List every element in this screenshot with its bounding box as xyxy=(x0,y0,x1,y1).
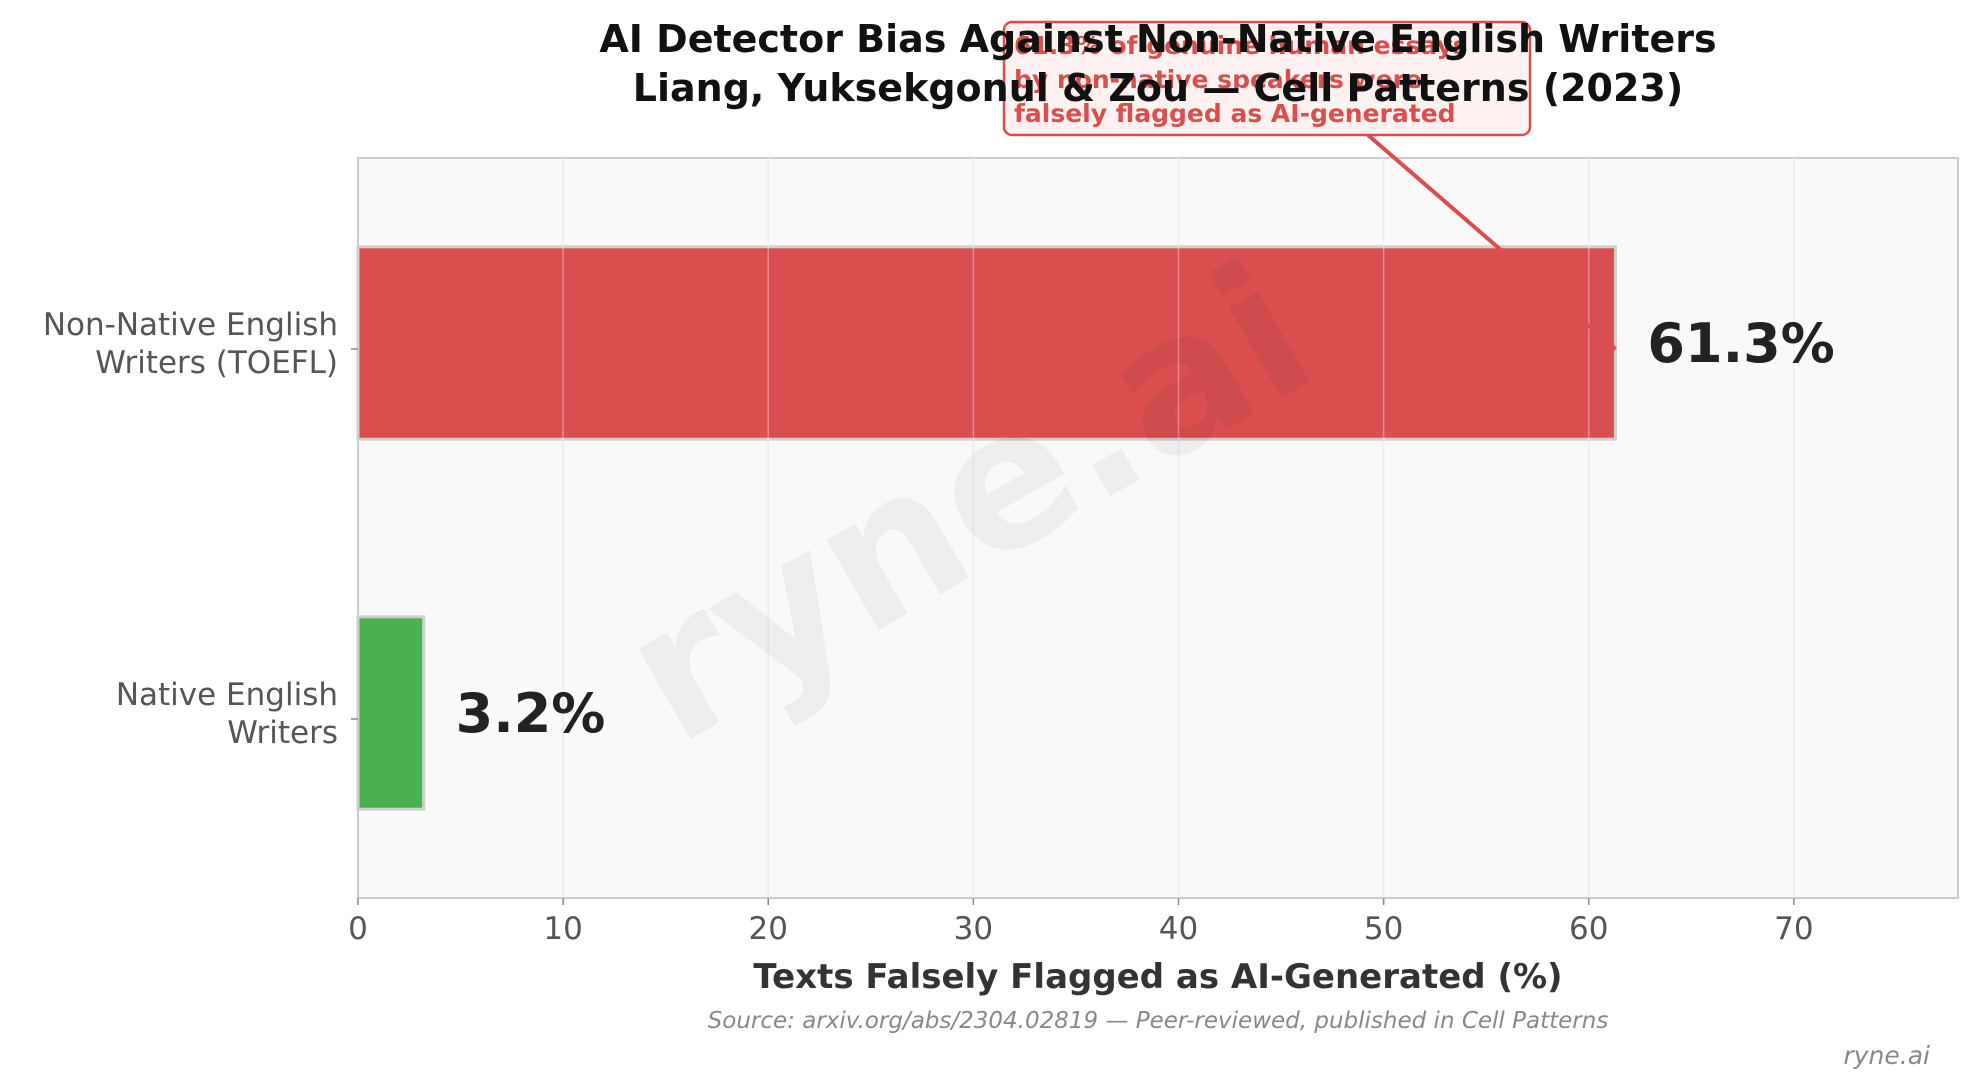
chart-title-line: Liang, Yuksekgonul & Zou — Cell Patterns… xyxy=(633,66,1683,110)
x-tick-label: 30 xyxy=(954,911,993,947)
y-category-label: Writers (TOEFL) xyxy=(95,345,338,381)
x-tick-label: 60 xyxy=(1569,911,1608,947)
annotation: 61.3% of genuine human essays by non-nati… xyxy=(1002,20,1617,351)
y-category-label: Non-Native English xyxy=(43,307,338,343)
value-label: 61.3% xyxy=(1647,312,1834,375)
chart-title: AI Detector Bias Against Non-Native Engl… xyxy=(599,17,1716,110)
annotation-box xyxy=(1002,20,1532,137)
x-axis-label: Texts Falsely Flagged as AI-Generated (%… xyxy=(753,957,1562,997)
x-tick-label: 70 xyxy=(1774,911,1813,947)
annotation-arrow xyxy=(1366,133,1617,351)
x-tick-label: 20 xyxy=(749,911,788,947)
x-tick-label: 10 xyxy=(543,911,582,947)
bar-0 xyxy=(356,245,1617,441)
source-note: Source: arxiv.org/abs/2304.02819 — Peer-… xyxy=(708,1008,1609,1034)
annotation-text-line: by non-native speakers were xyxy=(1014,65,1422,94)
value-label: 3.2% xyxy=(456,682,606,745)
bars xyxy=(356,158,1795,898)
y-category-label: Writers xyxy=(227,715,338,751)
data-labels: 61.3% 3.2% xyxy=(456,312,1835,745)
credit-text: ryne.ai xyxy=(1843,1041,1930,1070)
bar-1 xyxy=(356,615,426,811)
y-category-label: Native English xyxy=(116,677,338,713)
x-tick-label: 40 xyxy=(1159,911,1198,947)
x-tick-label: 50 xyxy=(1364,911,1403,947)
chart-title-line: AI Detector Bias Against Non-Native Engl… xyxy=(599,17,1716,61)
annotation-text-line: falsely flagged as AI-generated xyxy=(1014,99,1456,128)
annotation-text-line: 61.3% of genuine human essays xyxy=(1014,31,1468,60)
x-tick-label: 0 xyxy=(348,911,368,947)
